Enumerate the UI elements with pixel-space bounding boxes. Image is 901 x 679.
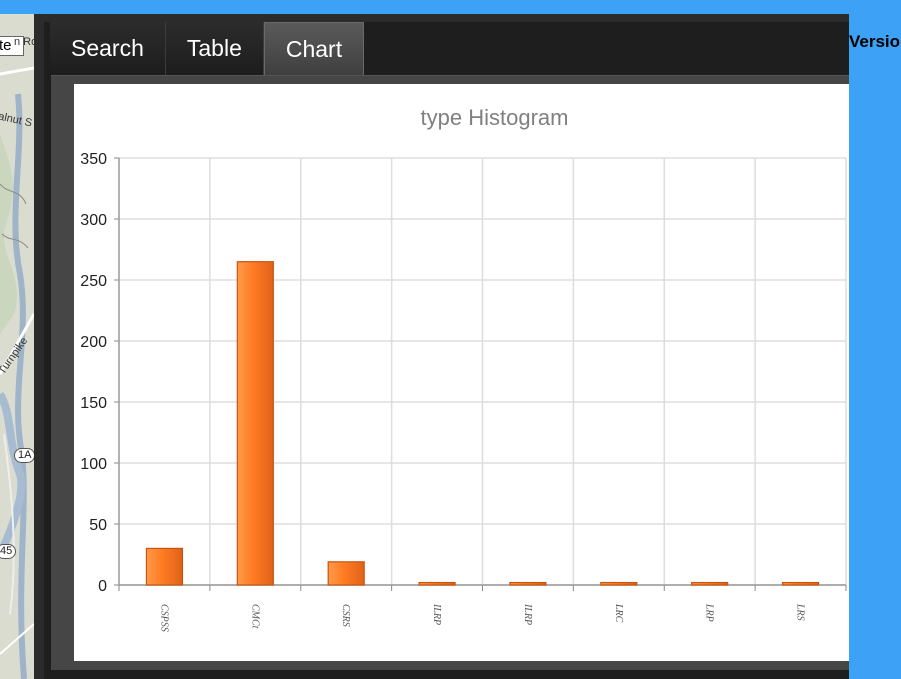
histogram-bar [418, 581, 456, 586]
tab-search[interactable]: Search [50, 22, 166, 75]
y-tick-label: 250 [80, 273, 107, 290]
y-tick-label: 0 [98, 578, 107, 595]
tab-table[interactable]: Table [165, 22, 264, 75]
tab-bar: Search Table Chart [50, 22, 365, 76]
y-tick-label: 350 [80, 151, 107, 168]
histogram-bar [781, 581, 820, 586]
x-category-label: LRS [795, 603, 806, 621]
chart-title: type Histogram [421, 105, 569, 130]
x-category-label: ILRP [431, 603, 442, 625]
map-view[interactable]: te n Ro alnut S Turnpike 1A 45 [0, 14, 34, 679]
histogram-bar [236, 261, 274, 586]
y-tick-label: 50 [89, 517, 107, 534]
map-terrain [0, 66, 34, 679]
x-category-label: ILRP [522, 603, 533, 625]
histogram-chart: type Histogram 0 50 100 150 200 250 300 350 CSPSS… [80, 105, 847, 632]
x-category-label: CSPSS [158, 604, 169, 632]
map-search-input[interactable]: te [0, 36, 24, 56]
histogram-bar [327, 561, 365, 586]
y-tick-label: 200 [80, 334, 107, 351]
histogram-bar [600, 581, 638, 586]
map-route-badge: 45 [0, 544, 17, 559]
x-category-label: LRC [613, 603, 624, 623]
map-route-badge: 1A [14, 448, 34, 463]
chart-container: type Histogram 0 50 100 150 200 250 300 350 CSPSS… [74, 84, 849, 661]
x-category-label: LRP [704, 603, 715, 622]
y-tick-label: 300 [80, 212, 107, 229]
y-tick-label: 100 [80, 456, 107, 473]
x-category-label: CMCt [249, 604, 260, 629]
histogram-bar [691, 581, 729, 586]
x-category-label: CSRS [340, 604, 351, 627]
version-label: Versio [849, 32, 901, 51]
histogram-bar [145, 547, 184, 586]
histogram-bar [509, 581, 547, 586]
map-label-road: n Ro [14, 36, 34, 48]
tab-chart[interactable]: Chart [263, 22, 365, 76]
y-tick-label: 150 [80, 395, 107, 412]
